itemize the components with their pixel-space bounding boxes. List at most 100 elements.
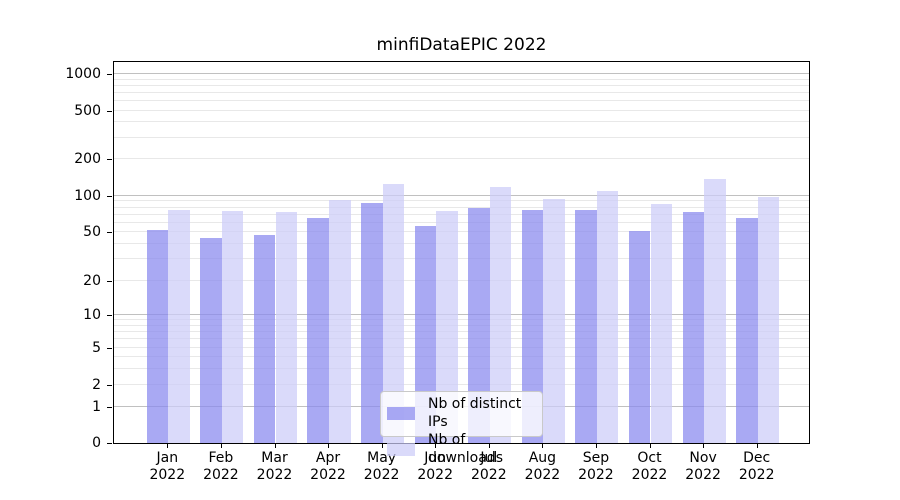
gridline-minor xyxy=(114,100,809,102)
bar-downloads-may xyxy=(382,183,405,443)
x-tick-month: Mar xyxy=(261,450,288,466)
x-tick-year: 2022 xyxy=(738,467,775,483)
bar-distinct-ips-jul xyxy=(468,208,490,443)
x-tick-label-dec: Dec 2022 xyxy=(717,450,797,484)
x-tick-year: 2022 xyxy=(363,467,400,483)
gridline-minor xyxy=(114,384,809,385)
y-tick-mark xyxy=(107,158,112,160)
x-tick-year: 2022 xyxy=(149,467,186,483)
gridline-major xyxy=(114,194,809,196)
x-tick-mark xyxy=(649,444,651,448)
x-tick-year: 2022 xyxy=(685,467,721,483)
bar-downloads-jul xyxy=(489,187,512,443)
chart-title: minfiDataEPIC 2022 xyxy=(376,35,547,55)
x-tick-mark xyxy=(703,444,705,448)
x-tick-mark xyxy=(220,444,222,448)
gridline-minor xyxy=(114,92,809,93)
x-tick-label-mar: Mar 2022 xyxy=(235,450,315,484)
bar-downloads-feb xyxy=(221,210,244,443)
x-tick-month: Jan xyxy=(156,450,179,466)
y-tick-label: 500 xyxy=(74,102,101,119)
y-tick-label: 50 xyxy=(83,224,101,241)
gridline-minor xyxy=(114,346,809,348)
y-tick-mark xyxy=(107,74,112,76)
x-tick-month: Sep xyxy=(582,450,610,466)
x-tick-year: 2022 xyxy=(470,467,507,483)
x-tick-year: 2022 xyxy=(578,467,614,483)
y-tick-mark xyxy=(107,385,112,386)
gridline-minor xyxy=(114,136,809,138)
bar-distinct-ips-feb xyxy=(200,237,222,443)
y-tick-label: 1000 xyxy=(65,66,101,83)
x-tick-year: 2022 xyxy=(631,467,668,483)
gridline-minor xyxy=(114,231,809,233)
bar-distinct-ips-dec xyxy=(736,217,758,443)
gridline-minor xyxy=(114,338,809,340)
x-tick-label-nov: Nov 2022 xyxy=(663,450,743,484)
bar-distinct-ips-aug xyxy=(521,209,544,443)
x-tick-label-aug: Aug 2022 xyxy=(502,450,582,484)
gridline-minor xyxy=(114,331,809,332)
y-tick-mark xyxy=(107,232,112,234)
x-tick-label-apr: Apr 2022 xyxy=(288,450,368,484)
bar-distinct-ips-jan xyxy=(146,230,169,443)
x-tick-month: Jun xyxy=(424,450,447,466)
y-tick-mark xyxy=(107,315,112,317)
y-tick-mark xyxy=(107,443,112,444)
gridline-minor xyxy=(114,243,809,244)
y-tick-mark xyxy=(107,406,112,408)
x-tick-year: 2022 xyxy=(310,467,346,483)
x-tick-month: Dec xyxy=(743,450,771,466)
x-tick-month: Jul xyxy=(480,450,498,466)
gridline-minor xyxy=(114,78,809,80)
bar-distinct-ips-jun xyxy=(414,226,437,443)
y-tick-label: 100 xyxy=(74,187,101,204)
bar-distinct-ips-oct xyxy=(628,231,651,443)
gridline-minor xyxy=(114,221,809,223)
x-tick-month: Feb xyxy=(208,450,234,466)
legend-label-downloads: Nb of downloads xyxy=(428,432,503,466)
gridline-minor xyxy=(114,367,809,369)
y-tick-label: 2 xyxy=(92,377,101,393)
y-tick-label: 0 xyxy=(92,435,101,451)
x-tick-label-jan: Jan 2022 xyxy=(127,450,207,484)
x-tick-month: Aug xyxy=(528,450,557,466)
bar-downloads-mar xyxy=(275,212,298,443)
bar-downloads-jan xyxy=(168,210,190,443)
legend-label-distinct-ips: Nb of distinct IPs xyxy=(428,396,522,430)
x-tick-month: Nov xyxy=(689,450,717,466)
gridline-minor xyxy=(114,319,809,321)
gridline-major xyxy=(114,73,809,75)
x-tick-mark xyxy=(756,444,758,448)
gridline-minor xyxy=(114,355,809,357)
y-tick-mark xyxy=(107,280,112,282)
x-tick-label-feb: Feb 2022 xyxy=(181,450,261,484)
x-tick-month: Oct xyxy=(637,450,662,466)
gridline-major xyxy=(114,314,809,316)
bar-downloads-aug xyxy=(543,198,565,443)
legend-swatch-distinct-ips xyxy=(387,406,415,420)
x-tick-mark xyxy=(274,444,276,448)
bar-downloads-jun xyxy=(436,210,458,443)
y-tick-label: 5 xyxy=(92,339,101,356)
gridline-minor xyxy=(114,206,809,208)
gridline-minor xyxy=(114,121,809,123)
x-tick-year: 2022 xyxy=(203,467,239,483)
gridline-minor xyxy=(114,157,809,159)
legend-swatch-downloads xyxy=(387,442,415,456)
y-tick-mark xyxy=(107,347,112,349)
x-tick-year: 2022 xyxy=(524,467,561,483)
legend-row-downloads: Nb of downloads xyxy=(387,431,536,467)
x-tick-label-jun: Jun 2022 xyxy=(395,450,475,484)
x-tick-label-oct: Oct 2022 xyxy=(610,450,690,484)
y-tick-label: 200 xyxy=(74,150,101,167)
x-tick-mark xyxy=(167,444,169,448)
bar-downloads-apr xyxy=(329,200,351,443)
plot-area xyxy=(113,61,810,444)
bar-distinct-ips-may xyxy=(361,203,383,443)
x-tick-label-jul: Jul 2022 xyxy=(449,450,529,484)
y-tick-mark xyxy=(107,195,112,197)
x-tick-mark xyxy=(435,444,437,448)
bar-distinct-ips-mar xyxy=(253,235,276,443)
